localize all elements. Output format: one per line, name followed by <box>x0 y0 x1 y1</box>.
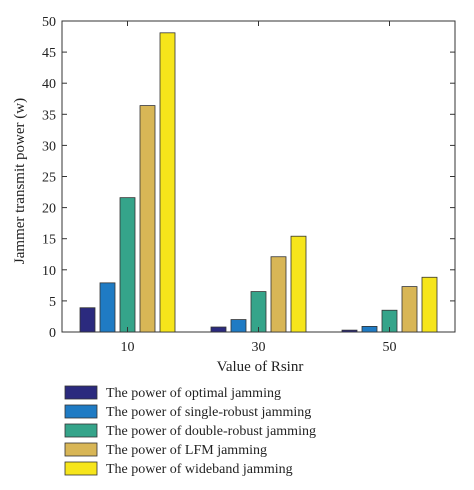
legend-label: The power of double-robust jamming <box>106 424 316 439</box>
legend-label: The power of LFM jamming <box>106 443 267 458</box>
y-tick-label: 50 <box>42 15 56 30</box>
x-tick-label: 30 <box>252 340 266 355</box>
x-axis-title: Value of Rsinr <box>217 359 304 375</box>
y-tick-label: 45 <box>42 46 56 61</box>
legend: The power of optimal jamming The power of… <box>64 385 316 477</box>
bar <box>210 326 227 333</box>
legend-label: The power of optimal jamming <box>106 386 281 401</box>
y-tick-label: 30 <box>42 139 56 154</box>
bar <box>421 276 438 333</box>
y-tick-label: 0 <box>49 326 56 341</box>
y-axis: 0 5 10 15 20 25 30 35 40 45 50 <box>42 15 455 341</box>
bar <box>401 286 418 333</box>
legend-swatch <box>64 423 98 438</box>
y-tick-label: 10 <box>42 264 56 279</box>
bar <box>290 235 307 333</box>
x-axis: 10 30 50 <box>121 21 397 355</box>
bars <box>79 32 438 333</box>
legend-swatch <box>64 461 98 476</box>
bar <box>159 32 176 333</box>
legend-label: The power of wideband jamming <box>106 462 293 477</box>
y-tick-label: 25 <box>42 171 56 186</box>
y-tick-label: 20 <box>42 202 56 217</box>
bar <box>341 329 358 333</box>
x-tick-label: 10 <box>121 340 135 355</box>
bar <box>139 105 156 333</box>
bar <box>230 319 247 333</box>
x-tick-label: 50 <box>383 340 397 355</box>
legend-swatch <box>64 442 98 457</box>
y-tick-label: 15 <box>42 233 56 248</box>
bar <box>99 282 116 333</box>
bar <box>361 326 378 333</box>
y-tick-label: 40 <box>42 77 56 92</box>
legend-swatch <box>64 404 98 419</box>
bar <box>250 291 267 333</box>
bar <box>119 197 136 333</box>
bar <box>270 256 287 333</box>
legend-swatch <box>64 385 98 400</box>
y-axis-title: Jammer transmit power (w) <box>12 98 28 264</box>
y-tick-label: 35 <box>42 108 56 123</box>
legend-label: The power of single-robust jamming <box>106 405 311 420</box>
bar <box>79 307 96 333</box>
y-tick-label: 5 <box>49 295 56 310</box>
